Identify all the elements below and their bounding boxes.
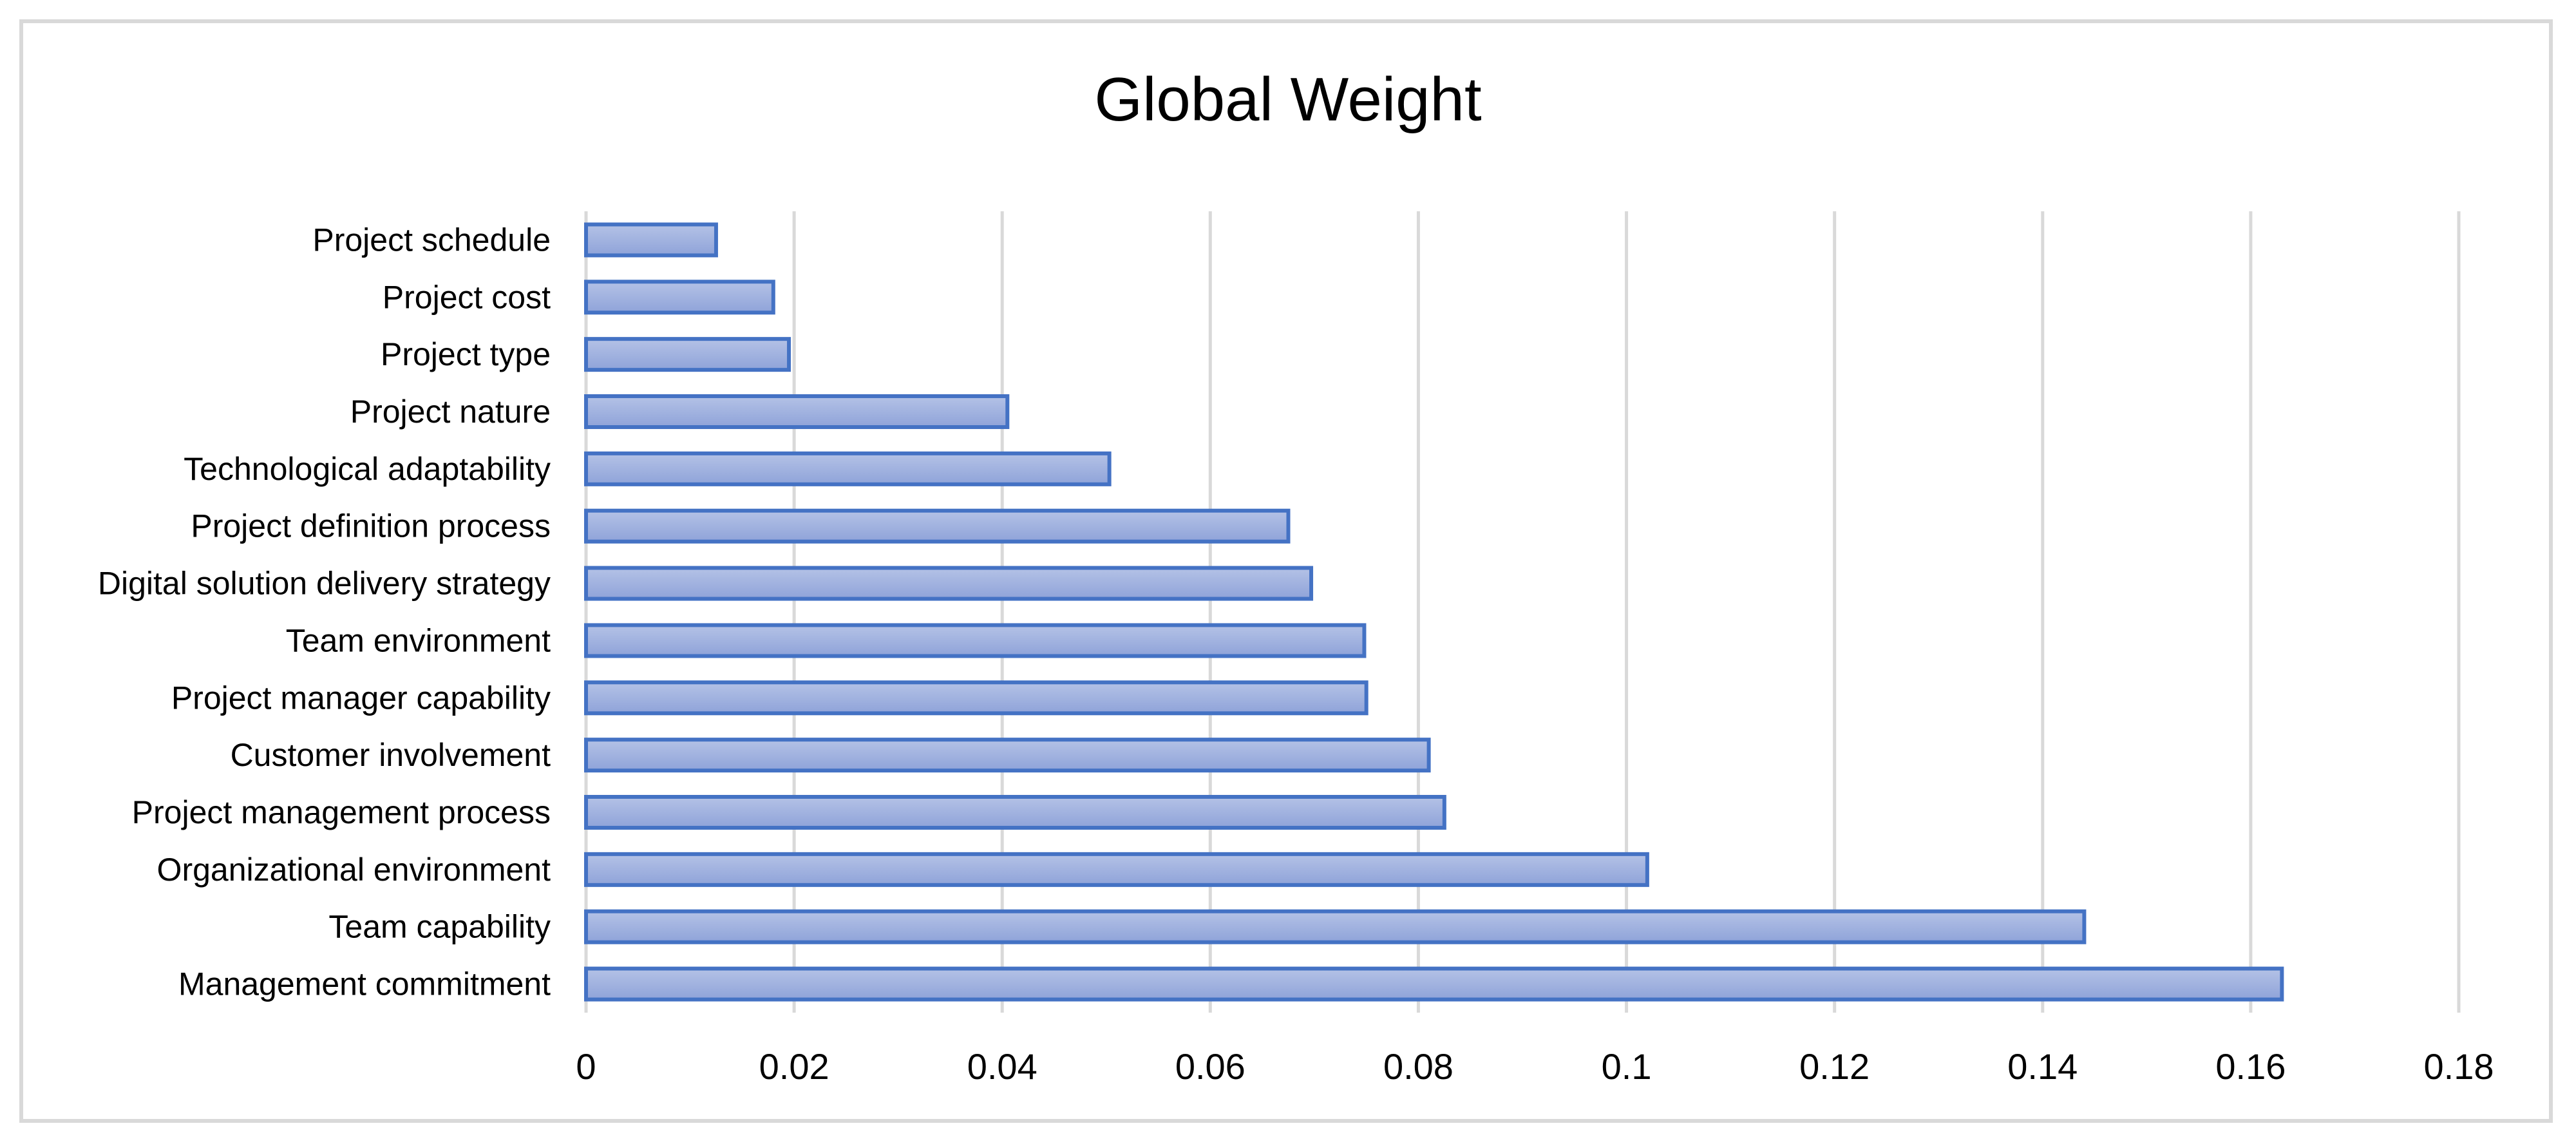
bar bbox=[584, 508, 1291, 544]
category-label: Management commitment bbox=[178, 966, 551, 1002]
bar bbox=[584, 623, 1367, 658]
bar-layer bbox=[584, 222, 2284, 1002]
bar bbox=[584, 566, 1314, 601]
x-tick-label: 0.08 bbox=[1383, 1046, 1454, 1087]
grid-layer bbox=[584, 211, 2461, 1013]
category-label: Digital solution delivery strategy bbox=[98, 566, 551, 602]
bar bbox=[584, 966, 2284, 1002]
category-label: Customer involvement bbox=[231, 737, 551, 773]
category-label: Technological adaptability bbox=[184, 451, 551, 487]
x-tick-label: 0.12 bbox=[1799, 1046, 1870, 1087]
x-axis-tick-labels: 0 0.02 0.04 0.06 0.08 0.1 0.12 0.14 0.16 0.18 bbox=[576, 1046, 2494, 1087]
category-label: Project manager capability bbox=[171, 680, 551, 716]
category-label: Project management process bbox=[132, 794, 551, 830]
category-label: Project nature bbox=[350, 394, 551, 430]
category-label: Organizational environment bbox=[157, 852, 551, 888]
category-label: Project schedule bbox=[312, 222, 551, 258]
category-labels: Project schedule Project cost Project type… bbox=[98, 222, 551, 1002]
bar bbox=[584, 738, 1431, 773]
category-label: Project type bbox=[381, 336, 551, 372]
x-tick-label: 0.18 bbox=[2424, 1046, 2494, 1087]
bar bbox=[584, 909, 2087, 944]
category-label: Team environment bbox=[286, 622, 551, 658]
x-tick-label: 0.04 bbox=[967, 1046, 1037, 1087]
bar bbox=[584, 451, 1112, 486]
bar bbox=[584, 280, 775, 315]
category-label: Project definition process bbox=[191, 508, 551, 544]
bar bbox=[584, 680, 1368, 716]
bar bbox=[584, 337, 791, 372]
x-tick-label: 0.14 bbox=[2007, 1046, 2078, 1087]
bar bbox=[584, 394, 1010, 429]
bar bbox=[584, 852, 1649, 887]
bar bbox=[584, 795, 1446, 830]
x-tick-label: 0.06 bbox=[1175, 1046, 1245, 1087]
category-label: Project cost bbox=[383, 279, 551, 315]
chart-title: Global Weight bbox=[1094, 65, 1482, 134]
bar bbox=[584, 222, 718, 258]
x-tick-label: 0 bbox=[576, 1046, 596, 1087]
category-label: Team capability bbox=[328, 909, 551, 945]
x-tick-label: 0.16 bbox=[2215, 1046, 2286, 1087]
x-tick-label: 0.02 bbox=[759, 1046, 829, 1087]
x-tick-label: 0.1 bbox=[1602, 1046, 1652, 1087]
